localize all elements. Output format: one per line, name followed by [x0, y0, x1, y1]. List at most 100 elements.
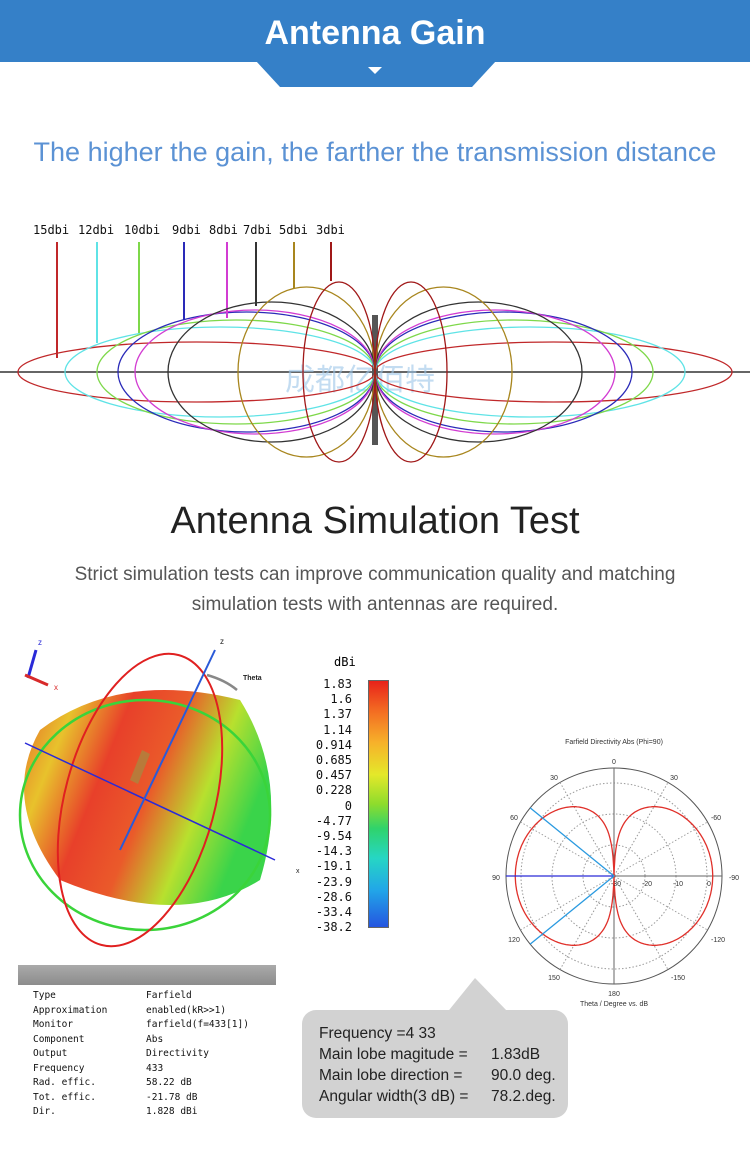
- polar-title: Farfield Directivity Abs (Phi=90): [565, 739, 663, 746]
- callout-key: Main lobe direction =: [319, 1067, 463, 1084]
- gain-label: 3dbi: [316, 223, 345, 237]
- row-key: Frequency: [33, 1062, 85, 1074]
- beamwidth-line: [529, 875, 615, 945]
- row-value: -21.78 dB: [146, 1091, 198, 1103]
- scale-tick: -19.1: [315, 859, 352, 874]
- theta-label: Theta: [243, 675, 262, 682]
- scale-tick: 1.6: [330, 692, 352, 707]
- grid-spoke: [559, 782, 669, 970]
- grid-spoke: [559, 782, 669, 970]
- grid-spoke: [520, 821, 708, 931]
- lobe-3dbi-right: [374, 281, 448, 463]
- theta-arrow-icon: [206, 673, 238, 691]
- scale-tick: 0.457: [315, 768, 352, 783]
- scale-tick: 1.37: [323, 707, 352, 722]
- scale-tick: -33.4: [315, 905, 352, 919]
- beamwidth-line: [529, 807, 615, 877]
- z-label: z: [220, 637, 224, 646]
- angle-label: -90: [729, 875, 739, 882]
- radial-label: -10: [673, 881, 683, 888]
- scale-tick: -4.77: [315, 813, 352, 828]
- gain-label: 10dbi: [124, 223, 161, 237]
- small-z-axis-icon: [26, 649, 38, 679]
- angle-label: 30: [670, 775, 678, 782]
- pattern-surface: [24, 690, 272, 905]
- scale-tick: -38.2: [315, 920, 352, 935]
- callout-value: 1.83dB: [491, 1046, 541, 1063]
- gain-lobe-diagram: 成都亿佰特: [0, 242, 750, 463]
- z-axis-arrow: [119, 649, 216, 851]
- callout-key: Main lobe magitude =: [319, 1046, 468, 1063]
- scale-tick: 0: [344, 798, 352, 813]
- color-scale-bar: [368, 680, 389, 928]
- scale-tick: -9.54: [315, 829, 352, 843]
- angle-label: 120: [508, 937, 520, 944]
- radial-label: -30: [611, 881, 621, 888]
- polar-xlabel: Theta / Degree vs. dB: [580, 1001, 648, 1008]
- small-x-axis-icon: [24, 673, 49, 687]
- red-ring: [56, 652, 224, 948]
- polar-plot: Farfield Directivity Abs (Phi=90) 0 30 30 60…: [492, 739, 739, 1008]
- row-value: Farfield: [146, 990, 192, 1001]
- callout-value: 78.2.deg.: [491, 1088, 556, 1105]
- row-key: Output: [33, 1048, 68, 1059]
- angle-label: 30: [550, 775, 558, 782]
- angle-label: 60: [510, 815, 518, 822]
- gain-label: 9dbi: [172, 223, 201, 237]
- callout-key: Frequency =4 33: [319, 1025, 436, 1042]
- row-key: Type: [33, 990, 56, 1001]
- simulation-description: Strict simulation tests can improve comm…: [74, 564, 676, 615]
- row-value: Directivity: [146, 1048, 209, 1059]
- gain-label: 15dbi: [33, 223, 70, 237]
- row-key: Monitor: [33, 1019, 74, 1030]
- row-key: Rad. effic.: [33, 1077, 96, 1088]
- gain-label: 12dbi: [78, 223, 115, 237]
- gain-label: 8dbi: [209, 223, 238, 237]
- green-ring: [18, 698, 272, 932]
- header-tab: [256, 61, 496, 87]
- small-x-label: x: [54, 683, 58, 692]
- scale-tick: -23.9: [315, 874, 352, 889]
- gain-subtitle: The higher the gain, the farther the tra…: [33, 137, 717, 167]
- table-header-bar: [18, 965, 276, 985]
- row-value: 433: [146, 1062, 164, 1074]
- scale-tick: 0.914: [315, 737, 352, 752]
- scale-tick: 0.228: [315, 783, 352, 798]
- angle-label: 0: [612, 759, 616, 766]
- scale-tick: -14.3: [315, 844, 352, 859]
- angle-label: 150: [548, 975, 560, 982]
- caret-down-icon: [368, 67, 382, 74]
- angle-label: -150: [671, 975, 685, 982]
- x-label: x: [296, 868, 300, 875]
- scale-tick: 0.685: [315, 753, 352, 767]
- radial-label: 0: [707, 881, 711, 888]
- angle-label: -60: [711, 815, 721, 822]
- angle-label: 90: [492, 875, 500, 882]
- gain-label: 5dbi: [279, 223, 308, 237]
- row-value: Abs: [146, 1033, 164, 1045]
- x-axis-line: [24, 742, 276, 861]
- small-z-label: z: [38, 638, 42, 647]
- row-key: Dir.: [33, 1106, 56, 1117]
- results-callout: Frequency =4 33 Main lobe magitude = 1.83d…: [302, 1010, 568, 1118]
- radial-label: -20: [642, 881, 652, 888]
- 3d-radiation-pattern: z x z Theta x: [18, 637, 300, 948]
- row-key: Tot. effic.: [33, 1091, 96, 1103]
- callout-key: Angular width(3 dB) =: [319, 1088, 469, 1105]
- angle-label: -120: [711, 937, 725, 944]
- scale-tick: 1.14: [323, 722, 352, 737]
- gain-label: 7dbi: [243, 223, 272, 237]
- row-value: farfield(f=433[1]): [146, 1019, 249, 1030]
- row-value: enabled(kR>>1): [146, 1004, 227, 1016]
- antenna-model-icon: [130, 750, 150, 784]
- callout-value: 90.0 deg.: [491, 1067, 556, 1084]
- row-key: Component: [33, 1033, 85, 1045]
- scale-tick: -28.6: [315, 889, 352, 904]
- row-key: Approximation: [33, 1004, 108, 1016]
- grid-spoke: [520, 821, 708, 931]
- page-title: Antenna Gain: [264, 14, 486, 52]
- header-band: [0, 0, 750, 62]
- scale-unit: dBi: [334, 655, 356, 669]
- farfield-results-table: Type Farfield Approximation enabled(kR>>1) M…: [18, 965, 276, 1118]
- scale-tick: 1.83: [323, 677, 352, 691]
